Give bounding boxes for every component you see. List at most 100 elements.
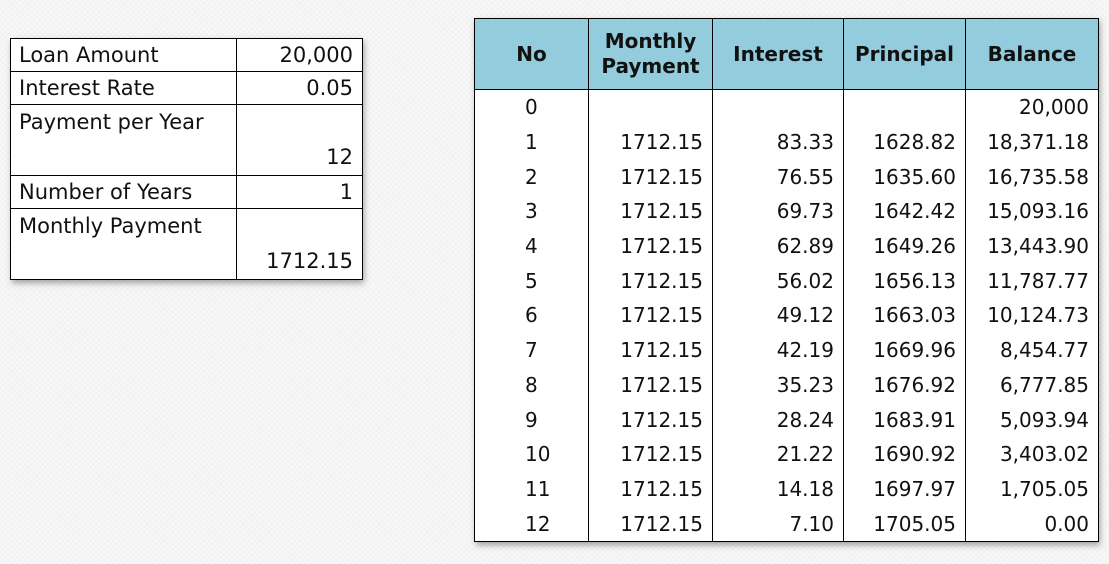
table-row: 12 1712.15 7.10 1705.05 0.00 bbox=[474, 506, 1099, 542]
cell-balance: 18,371.18 bbox=[965, 124, 1099, 160]
cell-payment-number: 10 bbox=[474, 436, 589, 472]
param-value: 1 bbox=[236, 175, 363, 209]
cell-principal bbox=[843, 89, 966, 125]
cell-monthly-payment: 1712.15 bbox=[588, 471, 713, 507]
table-row: 5 1712.15 56.02 1656.13 11,787.77 bbox=[474, 263, 1099, 299]
cell-principal: 1642.42 bbox=[843, 194, 966, 229]
cell-principal: 1635.60 bbox=[843, 159, 966, 195]
cell-interest: 49.12 bbox=[712, 298, 844, 333]
cell-principal: 1697.97 bbox=[843, 471, 966, 507]
cell-interest: 42.19 bbox=[712, 332, 844, 368]
table-row: 7 1712.15 42.19 1669.96 8,454.77 bbox=[474, 332, 1099, 368]
table-row: 3 1712.15 69.73 1642.42 15,093.16 bbox=[474, 194, 1099, 229]
param-row-loan-amount: Loan Amount 20,000 bbox=[10, 38, 363, 72]
cell-balance: 15,093.16 bbox=[965, 194, 1099, 229]
table-row: 0 20,000 bbox=[474, 89, 1099, 125]
cell-principal: 1669.96 bbox=[843, 332, 966, 368]
cell-balance: 5,093.94 bbox=[965, 402, 1099, 437]
param-value: 20,000 bbox=[236, 38, 363, 72]
cell-balance: 6,777.85 bbox=[965, 367, 1099, 403]
cell-balance: 11,787.77 bbox=[965, 263, 1099, 299]
table-row: 4 1712.15 62.89 1649.26 13,443.90 bbox=[474, 228, 1099, 264]
cell-monthly-payment: 1712.15 bbox=[588, 124, 713, 160]
param-row-payment-per-year: Payment per Year 12 bbox=[10, 104, 363, 176]
cell-monthly-payment: 1712.15 bbox=[588, 194, 713, 229]
cell-balance: 8,454.77 bbox=[965, 332, 1099, 368]
cell-balance: 0.00 bbox=[965, 506, 1099, 542]
cell-monthly-payment: 1712.15 bbox=[588, 332, 713, 368]
param-value: 12 bbox=[236, 104, 363, 176]
cell-payment-number: 11 bbox=[474, 471, 589, 507]
cell-payment-number: 3 bbox=[474, 194, 589, 229]
cell-principal: 1656.13 bbox=[843, 263, 966, 299]
cell-balance: 20,000 bbox=[965, 89, 1099, 125]
amortization-table: No Monthly Payment Interest Principal Ba… bbox=[474, 18, 1099, 542]
cell-payment-number: 5 bbox=[474, 263, 589, 299]
cell-payment-number: 6 bbox=[474, 298, 589, 333]
cell-interest bbox=[712, 89, 844, 125]
cell-principal: 1683.91 bbox=[843, 402, 966, 437]
cell-monthly-payment: 1712.15 bbox=[588, 436, 713, 472]
cell-payment-number: 2 bbox=[474, 159, 589, 195]
amortization-panel: No Monthly Payment Interest Principal Ba… bbox=[474, 18, 1099, 542]
cell-payment-number: 12 bbox=[474, 506, 589, 542]
cell-principal: 1649.26 bbox=[843, 228, 966, 264]
table-row: 10 1712.15 21.22 1690.92 3,403.02 bbox=[474, 436, 1099, 472]
column-header-interest: Interest bbox=[712, 18, 844, 90]
column-header-balance: Balance bbox=[965, 18, 1099, 90]
cell-monthly-payment: 1712.15 bbox=[588, 263, 713, 299]
loan-parameters-table: Loan Amount 20,000 Interest Rate 0.05 Pa… bbox=[10, 38, 363, 280]
amortization-header-row: No Monthly Payment Interest Principal Ba… bbox=[474, 18, 1099, 90]
cell-principal: 1663.03 bbox=[843, 298, 966, 333]
cell-balance: 3,403.02 bbox=[965, 436, 1099, 472]
param-label: Loan Amount bbox=[10, 38, 237, 72]
cell-monthly-payment: 1712.15 bbox=[588, 506, 713, 542]
table-row: 9 1712.15 28.24 1683.91 5,093.94 bbox=[474, 402, 1099, 437]
cell-interest: 83.33 bbox=[712, 124, 844, 160]
param-label: Interest Rate bbox=[10, 71, 237, 105]
cell-payment-number: 0 bbox=[474, 89, 589, 125]
table-row: 8 1712.15 35.23 1676.92 6,777.85 bbox=[474, 367, 1099, 403]
cell-interest: 76.55 bbox=[712, 159, 844, 195]
param-value: 1712.15 bbox=[236, 208, 363, 280]
cell-interest: 21.22 bbox=[712, 436, 844, 472]
cell-payment-number: 7 bbox=[474, 332, 589, 368]
cell-interest: 14.18 bbox=[712, 471, 844, 507]
param-row-monthly-payment: Monthly Payment 1712.15 bbox=[10, 208, 363, 280]
cell-balance: 1,705.05 bbox=[965, 471, 1099, 507]
cell-payment-number: 1 bbox=[474, 124, 589, 160]
cell-monthly-payment: 1712.15 bbox=[588, 402, 713, 437]
param-label: Number of Years bbox=[10, 175, 237, 209]
table-row: 6 1712.15 49.12 1663.03 10,124.73 bbox=[474, 298, 1099, 333]
cell-principal: 1690.92 bbox=[843, 436, 966, 472]
cell-balance: 10,124.73 bbox=[965, 298, 1099, 333]
cell-interest: 62.89 bbox=[712, 228, 844, 264]
param-value: 0.05 bbox=[236, 71, 363, 105]
cell-principal: 1628.82 bbox=[843, 124, 966, 160]
cell-interest: 69.73 bbox=[712, 194, 844, 229]
cell-balance: 13,443.90 bbox=[965, 228, 1099, 264]
column-header-principal: Principal bbox=[843, 18, 966, 90]
cell-interest: 28.24 bbox=[712, 402, 844, 437]
cell-monthly-payment bbox=[588, 89, 713, 125]
cell-payment-number: 9 bbox=[474, 402, 589, 437]
column-header-no: No bbox=[474, 18, 589, 90]
cell-payment-number: 8 bbox=[474, 367, 589, 403]
cell-interest: 7.10 bbox=[712, 506, 844, 542]
cell-balance: 16,735.58 bbox=[965, 159, 1099, 195]
cell-monthly-payment: 1712.15 bbox=[588, 367, 713, 403]
cell-payment-number: 4 bbox=[474, 228, 589, 264]
cell-monthly-payment: 1712.15 bbox=[588, 228, 713, 264]
param-label: Monthly Payment bbox=[10, 208, 237, 280]
amortization-body: 0 20,000 1 1712.15 83.33 1628.82 18,371.18 2 171… bbox=[474, 89, 1099, 542]
param-row-number-of-years: Number of Years 1 bbox=[10, 175, 363, 209]
table-row: 11 1712.15 14.18 1697.97 1,705.05 bbox=[474, 471, 1099, 507]
cell-monthly-payment: 1712.15 bbox=[588, 298, 713, 333]
cell-monthly-payment: 1712.15 bbox=[588, 159, 713, 195]
loan-parameters-panel: Loan Amount 20,000 Interest Rate 0.05 Pa… bbox=[10, 38, 363, 280]
table-row: 1 1712.15 83.33 1628.82 18,371.18 bbox=[474, 124, 1099, 160]
column-header-monthly-payment: Monthly Payment bbox=[588, 18, 713, 90]
cell-interest: 35.23 bbox=[712, 367, 844, 403]
param-label: Payment per Year bbox=[10, 104, 237, 176]
table-row: 2 1712.15 76.55 1635.60 16,735.58 bbox=[474, 159, 1099, 195]
